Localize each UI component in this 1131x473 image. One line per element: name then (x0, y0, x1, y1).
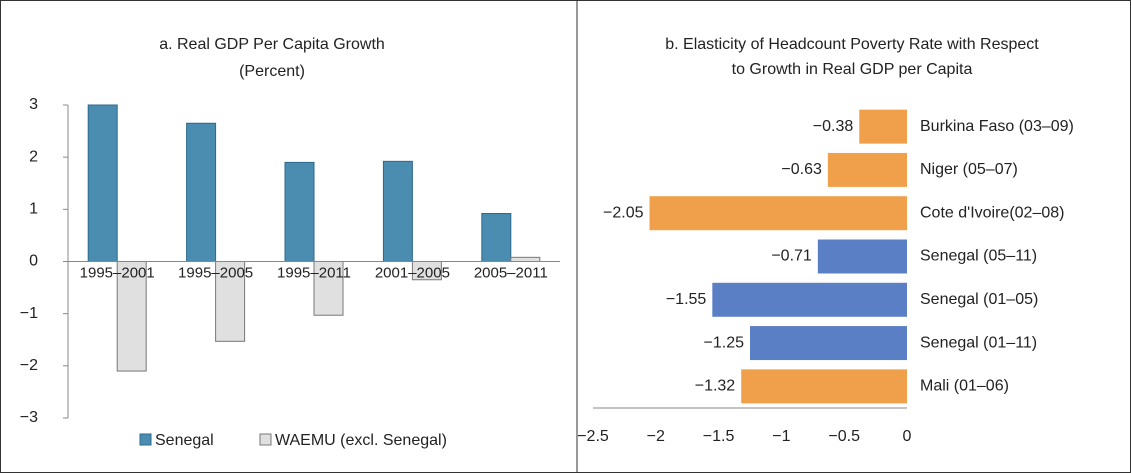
bar (741, 369, 907, 404)
x-tick-label: 1995–2011 (277, 264, 351, 281)
bar (186, 122, 217, 262)
category-label: Senegal (01–11) (920, 334, 1037, 351)
value-label: −0.63 (781, 161, 822, 178)
x-tick-label: −1.5 (703, 428, 735, 445)
bar (712, 282, 907, 317)
category-label: Cote d'Ivoire(02–08) (920, 204, 1064, 221)
category-label: Niger (05–07) (920, 161, 1018, 178)
y-tick-label: 1 (29, 201, 38, 218)
bar (215, 261, 246, 342)
bar (510, 256, 541, 262)
category-label: Senegal (05–11) (920, 248, 1037, 265)
chart-subtitle: to Growth in Real GDP per Capita (732, 61, 973, 78)
bar (284, 161, 315, 262)
bar (481, 213, 512, 262)
bar (649, 196, 907, 231)
bar (382, 160, 413, 262)
value-label: −2.05 (603, 204, 644, 221)
y-tick-label: −3 (20, 409, 38, 426)
bar (750, 326, 907, 361)
bar (859, 109, 907, 144)
x-tick-label: −0.5 (828, 428, 860, 445)
value-label: −0.71 (771, 248, 812, 265)
x-tick-label: 2005–2011 (474, 264, 548, 281)
x-tick-label: −2 (647, 428, 665, 445)
legend-label: WAEMU (excl. Senegal) (275, 432, 447, 449)
bar (87, 104, 118, 262)
y-tick-label: 2 (29, 148, 38, 165)
legend-swatch (139, 433, 152, 446)
chart-subtitle: (Percent) (239, 63, 305, 80)
value-label: −1.32 (695, 378, 736, 395)
y-tick-label: 0 (29, 253, 38, 270)
category-label: Senegal (01–05) (920, 291, 1038, 308)
category-label: Mali (01–06) (920, 378, 1009, 395)
value-label: −1.25 (704, 334, 745, 351)
x-tick-label: −2.5 (577, 428, 609, 445)
chart-title: a. Real GDP Per Capita Growth (159, 36, 385, 53)
legend-label: Senegal (155, 432, 214, 449)
bar (817, 239, 907, 274)
bar (116, 261, 147, 372)
x-tick-label: 1995–2005 (178, 264, 253, 281)
y-tick-label: 3 (29, 96, 38, 113)
x-tick-label: 0 (903, 428, 912, 445)
x-tick-label: 2001–2005 (375, 264, 450, 281)
y-tick-label: −2 (20, 357, 38, 374)
y-tick-label: −1 (20, 305, 38, 322)
x-tick-label: −1 (772, 428, 790, 445)
category-label: Burkina Faso (03–09) (920, 118, 1074, 135)
legend-swatch (259, 433, 272, 446)
value-label: −1.55 (666, 291, 707, 308)
chart-title: b. Elasticity of Headcount Poverty Rate … (665, 36, 1039, 53)
x-tick-label: 1995–2001 (80, 264, 155, 281)
bar (827, 152, 907, 187)
value-label: −0.38 (813, 118, 854, 135)
